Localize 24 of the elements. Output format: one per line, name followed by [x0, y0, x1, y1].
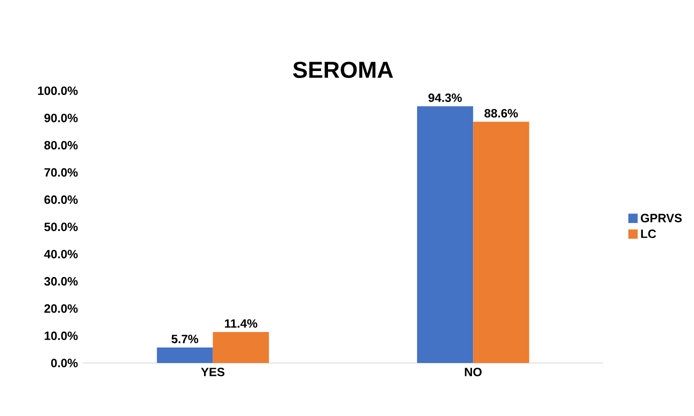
data-label: 88.6% — [484, 108, 518, 118]
data-label: 11.4% — [224, 319, 258, 328]
bar — [212, 332, 269, 363]
y-tick-label: 60.0% — [44, 195, 78, 204]
y-tick-label: 80.0% — [44, 140, 78, 150]
y-tick-label: 30.0% — [44, 276, 78, 286]
legend-label: GPRVS — [640, 214, 682, 222]
y-tick-label: 50.0% — [44, 222, 78, 231]
y-tick-label: 10.0% — [44, 331, 78, 340]
bar — [417, 106, 474, 363]
data-label: 5.7% — [172, 334, 198, 344]
bar — [156, 347, 213, 363]
y-tick-label: 40.0% — [44, 250, 78, 258]
x-tick-label: YES — [201, 368, 224, 376]
y-tick-label: 0.0% — [51, 358, 78, 368]
y-tick-label: 90.0% — [44, 114, 78, 122]
data-label: 94.3% — [428, 93, 462, 102]
x-tick-label: NO — [464, 368, 482, 376]
bar — [473, 122, 530, 363]
y-tick-label: 20.0% — [44, 304, 78, 313]
y-tick-label: 70.0% — [44, 168, 78, 176]
legend-label: LC — [641, 229, 656, 238]
chart-title: SEROMA — [293, 62, 394, 78]
y-tick-label: 100.0% — [38, 86, 78, 95]
